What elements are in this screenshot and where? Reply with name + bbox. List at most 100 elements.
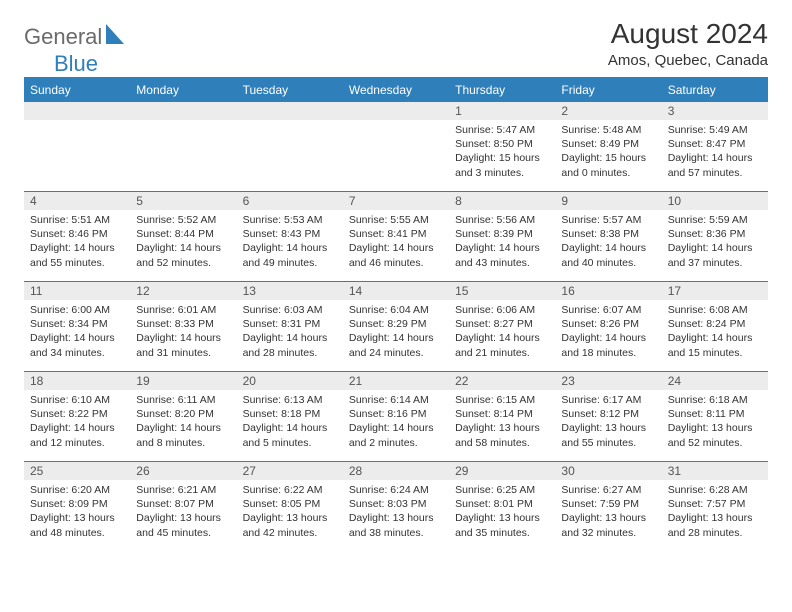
logo: General — [24, 24, 125, 50]
day-number: 14 — [343, 282, 449, 300]
day-detail: Sunrise: 5:59 AMSunset: 8:36 PMDaylight:… — [662, 210, 768, 274]
calendar-cell: 14Sunrise: 6:04 AMSunset: 8:29 PMDayligh… — [343, 282, 449, 372]
day-header: Sunday — [24, 78, 130, 102]
day-detail: Sunrise: 6:11 AMSunset: 8:20 PMDaylight:… — [130, 390, 236, 454]
day-detail: Sunrise: 6:00 AMSunset: 8:34 PMDaylight:… — [24, 300, 130, 364]
calendar-cell: 10Sunrise: 5:59 AMSunset: 8:36 PMDayligh… — [662, 192, 768, 282]
day-number: 6 — [237, 192, 343, 210]
logo-triangle-icon — [106, 24, 124, 44]
day-detail: Sunrise: 5:48 AMSunset: 8:49 PMDaylight:… — [555, 120, 661, 184]
day-number — [343, 102, 449, 120]
day-detail: Sunrise: 6:17 AMSunset: 8:12 PMDaylight:… — [555, 390, 661, 454]
day-number: 17 — [662, 282, 768, 300]
day-number: 15 — [449, 282, 555, 300]
day-detail: Sunrise: 5:49 AMSunset: 8:47 PMDaylight:… — [662, 120, 768, 184]
calendar-cell: 31Sunrise: 6:28 AMSunset: 7:57 PMDayligh… — [662, 462, 768, 546]
day-detail: Sunrise: 6:15 AMSunset: 8:14 PMDaylight:… — [449, 390, 555, 454]
calendar-table: SundayMondayTuesdayWednesdayThursdayFrid… — [24, 77, 768, 546]
calendar-cell — [24, 102, 130, 192]
calendar-cell: 30Sunrise: 6:27 AMSunset: 7:59 PMDayligh… — [555, 462, 661, 546]
calendar-cell: 18Sunrise: 6:10 AMSunset: 8:22 PMDayligh… — [24, 372, 130, 462]
calendar-cell: 25Sunrise: 6:20 AMSunset: 8:09 PMDayligh… — [24, 462, 130, 546]
day-number: 26 — [130, 462, 236, 480]
day-number: 12 — [130, 282, 236, 300]
day-detail: Sunrise: 5:52 AMSunset: 8:44 PMDaylight:… — [130, 210, 236, 274]
calendar-cell: 27Sunrise: 6:22 AMSunset: 8:05 PMDayligh… — [237, 462, 343, 546]
day-detail: Sunrise: 6:14 AMSunset: 8:16 PMDaylight:… — [343, 390, 449, 454]
day-number — [24, 102, 130, 120]
calendar-cell: 11Sunrise: 6:00 AMSunset: 8:34 PMDayligh… — [24, 282, 130, 372]
day-detail: Sunrise: 6:25 AMSunset: 8:01 PMDaylight:… — [449, 480, 555, 544]
day-number: 29 — [449, 462, 555, 480]
day-number: 20 — [237, 372, 343, 390]
calendar-cell — [130, 102, 236, 192]
day-header: Thursday — [449, 78, 555, 102]
day-number: 5 — [130, 192, 236, 210]
day-number: 27 — [237, 462, 343, 480]
calendar-cell: 19Sunrise: 6:11 AMSunset: 8:20 PMDayligh… — [130, 372, 236, 462]
day-header: Friday — [555, 78, 661, 102]
day-number: 18 — [24, 372, 130, 390]
calendar-cell: 20Sunrise: 6:13 AMSunset: 8:18 PMDayligh… — [237, 372, 343, 462]
day-header: Tuesday — [237, 78, 343, 102]
day-detail: Sunrise: 6:07 AMSunset: 8:26 PMDaylight:… — [555, 300, 661, 364]
day-number: 16 — [555, 282, 661, 300]
day-number: 4 — [24, 192, 130, 210]
calendar-cell: 1Sunrise: 5:47 AMSunset: 8:50 PMDaylight… — [449, 102, 555, 192]
day-detail: Sunrise: 5:55 AMSunset: 8:41 PMDaylight:… — [343, 210, 449, 274]
day-detail: Sunrise: 5:56 AMSunset: 8:39 PMDaylight:… — [449, 210, 555, 274]
day-number: 11 — [24, 282, 130, 300]
day-number: 9 — [555, 192, 661, 210]
day-number: 13 — [237, 282, 343, 300]
calendar-cell: 3Sunrise: 5:49 AMSunset: 8:47 PMDaylight… — [662, 102, 768, 192]
day-number: 3 — [662, 102, 768, 120]
calendar-cell: 22Sunrise: 6:15 AMSunset: 8:14 PMDayligh… — [449, 372, 555, 462]
calendar-cell: 9Sunrise: 5:57 AMSunset: 8:38 PMDaylight… — [555, 192, 661, 282]
day-detail: Sunrise: 5:53 AMSunset: 8:43 PMDaylight:… — [237, 210, 343, 274]
day-detail: Sunrise: 6:28 AMSunset: 7:57 PMDaylight:… — [662, 480, 768, 544]
day-number: 19 — [130, 372, 236, 390]
day-detail: Sunrise: 6:24 AMSunset: 8:03 PMDaylight:… — [343, 480, 449, 544]
calendar-cell — [343, 102, 449, 192]
calendar-cell: 6Sunrise: 5:53 AMSunset: 8:43 PMDaylight… — [237, 192, 343, 282]
day-number: 2 — [555, 102, 661, 120]
day-number: 23 — [555, 372, 661, 390]
day-detail: Sunrise: 6:20 AMSunset: 8:09 PMDaylight:… — [24, 480, 130, 544]
calendar-cell: 23Sunrise: 6:17 AMSunset: 8:12 PMDayligh… — [555, 372, 661, 462]
calendar-cell: 7Sunrise: 5:55 AMSunset: 8:41 PMDaylight… — [343, 192, 449, 282]
calendar-cell: 28Sunrise: 6:24 AMSunset: 8:03 PMDayligh… — [343, 462, 449, 546]
day-number: 10 — [662, 192, 768, 210]
page-title: August 2024 — [608, 18, 768, 50]
calendar-cell — [237, 102, 343, 192]
calendar-cell: 15Sunrise: 6:06 AMSunset: 8:27 PMDayligh… — [449, 282, 555, 372]
day-detail: Sunrise: 6:18 AMSunset: 8:11 PMDaylight:… — [662, 390, 768, 454]
calendar-cell: 2Sunrise: 5:48 AMSunset: 8:49 PMDaylight… — [555, 102, 661, 192]
day-number: 25 — [24, 462, 130, 480]
day-number: 31 — [662, 462, 768, 480]
day-number: 1 — [449, 102, 555, 120]
day-detail: Sunrise: 6:10 AMSunset: 8:22 PMDaylight:… — [24, 390, 130, 454]
calendar-cell: 5Sunrise: 5:52 AMSunset: 8:44 PMDaylight… — [130, 192, 236, 282]
day-detail: Sunrise: 5:51 AMSunset: 8:46 PMDaylight:… — [24, 210, 130, 274]
logo-text-a: General — [24, 24, 102, 50]
day-detail: Sunrise: 6:13 AMSunset: 8:18 PMDaylight:… — [237, 390, 343, 454]
day-detail: Sunrise: 5:47 AMSunset: 8:50 PMDaylight:… — [449, 120, 555, 184]
calendar-cell: 17Sunrise: 6:08 AMSunset: 8:24 PMDayligh… — [662, 282, 768, 372]
day-header: Saturday — [662, 78, 768, 102]
calendar-cell: 26Sunrise: 6:21 AMSunset: 8:07 PMDayligh… — [130, 462, 236, 546]
day-header: Wednesday — [343, 78, 449, 102]
day-detail: Sunrise: 6:27 AMSunset: 7:59 PMDaylight:… — [555, 480, 661, 544]
day-number: 21 — [343, 372, 449, 390]
logo-text-b: Blue — [54, 51, 98, 77]
day-number: 22 — [449, 372, 555, 390]
day-detail: Sunrise: 6:21 AMSunset: 8:07 PMDaylight:… — [130, 480, 236, 544]
day-detail: Sunrise: 6:08 AMSunset: 8:24 PMDaylight:… — [662, 300, 768, 364]
calendar-cell: 16Sunrise: 6:07 AMSunset: 8:26 PMDayligh… — [555, 282, 661, 372]
calendar-cell: 24Sunrise: 6:18 AMSunset: 8:11 PMDayligh… — [662, 372, 768, 462]
day-number — [130, 102, 236, 120]
day-number: 30 — [555, 462, 661, 480]
day-number: 28 — [343, 462, 449, 480]
day-detail: Sunrise: 6:06 AMSunset: 8:27 PMDaylight:… — [449, 300, 555, 364]
day-number — [237, 102, 343, 120]
day-detail: Sunrise: 6:04 AMSunset: 8:29 PMDaylight:… — [343, 300, 449, 364]
